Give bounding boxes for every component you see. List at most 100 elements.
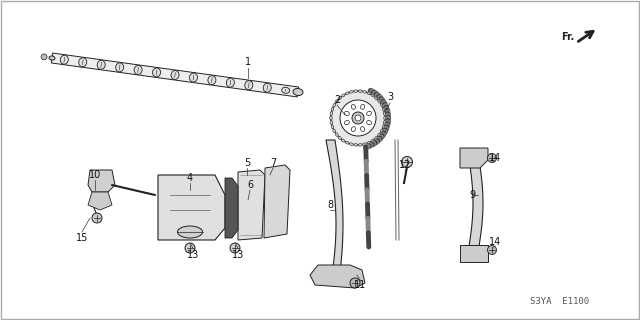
Ellipse shape <box>363 143 367 146</box>
Polygon shape <box>468 153 483 253</box>
Ellipse shape <box>263 83 271 92</box>
Polygon shape <box>88 170 115 192</box>
Ellipse shape <box>152 68 161 77</box>
Ellipse shape <box>331 107 334 111</box>
Ellipse shape <box>227 78 234 87</box>
Ellipse shape <box>383 120 386 124</box>
Ellipse shape <box>333 129 336 133</box>
Ellipse shape <box>367 141 371 144</box>
Circle shape <box>92 213 102 223</box>
Polygon shape <box>158 175 225 240</box>
Ellipse shape <box>116 63 124 72</box>
Ellipse shape <box>344 111 349 116</box>
Circle shape <box>401 156 413 167</box>
Ellipse shape <box>380 129 383 133</box>
Ellipse shape <box>338 97 341 100</box>
Ellipse shape <box>171 70 179 79</box>
Text: 8: 8 <box>327 200 333 210</box>
Polygon shape <box>460 148 488 168</box>
Text: 14: 14 <box>489 153 501 163</box>
Ellipse shape <box>345 141 349 144</box>
Text: 10: 10 <box>89 170 101 180</box>
Ellipse shape <box>374 136 378 140</box>
Ellipse shape <box>341 139 345 142</box>
Ellipse shape <box>382 107 385 111</box>
Circle shape <box>352 112 364 124</box>
Text: 3: 3 <box>387 92 393 102</box>
Circle shape <box>340 100 376 136</box>
Ellipse shape <box>282 87 290 93</box>
Polygon shape <box>460 245 488 262</box>
Circle shape <box>185 243 195 253</box>
Ellipse shape <box>354 90 358 92</box>
Polygon shape <box>225 178 238 238</box>
Text: 6: 6 <box>247 180 253 190</box>
Ellipse shape <box>293 88 303 96</box>
Ellipse shape <box>371 94 374 97</box>
Circle shape <box>355 115 361 121</box>
Ellipse shape <box>358 144 362 146</box>
Ellipse shape <box>351 127 355 132</box>
Ellipse shape <box>49 56 55 60</box>
Ellipse shape <box>338 136 341 140</box>
Text: 13: 13 <box>187 250 199 260</box>
Ellipse shape <box>330 116 332 120</box>
Ellipse shape <box>335 133 339 136</box>
Ellipse shape <box>383 112 386 116</box>
Ellipse shape <box>384 116 387 120</box>
Ellipse shape <box>208 76 216 84</box>
Circle shape <box>41 54 47 60</box>
Ellipse shape <box>363 91 367 93</box>
Text: 12: 12 <box>399 160 411 170</box>
Text: S3YA  E1100: S3YA E1100 <box>530 298 589 307</box>
Ellipse shape <box>79 58 87 67</box>
Polygon shape <box>326 140 343 275</box>
Ellipse shape <box>367 111 371 116</box>
Ellipse shape <box>349 91 353 93</box>
Ellipse shape <box>367 121 371 125</box>
Circle shape <box>230 243 240 253</box>
Ellipse shape <box>189 73 198 82</box>
Circle shape <box>331 91 385 145</box>
Text: 1: 1 <box>245 57 251 67</box>
Circle shape <box>488 154 497 163</box>
Ellipse shape <box>244 81 253 90</box>
Ellipse shape <box>367 92 371 95</box>
Text: 5: 5 <box>244 158 250 168</box>
Ellipse shape <box>134 65 142 74</box>
Text: 11: 11 <box>354 280 366 290</box>
Ellipse shape <box>382 125 385 129</box>
Ellipse shape <box>344 121 349 125</box>
Ellipse shape <box>378 100 381 103</box>
Ellipse shape <box>378 133 381 136</box>
Ellipse shape <box>358 90 362 92</box>
Circle shape <box>488 245 497 254</box>
Ellipse shape <box>360 105 365 109</box>
Ellipse shape <box>331 125 334 129</box>
Ellipse shape <box>177 226 202 238</box>
Text: 13: 13 <box>232 250 244 260</box>
Polygon shape <box>51 53 299 97</box>
Text: 2: 2 <box>334 95 340 105</box>
Text: 4: 4 <box>187 173 193 183</box>
Ellipse shape <box>354 144 358 146</box>
Circle shape <box>350 278 360 288</box>
Text: 14: 14 <box>489 237 501 247</box>
Polygon shape <box>264 165 290 238</box>
Ellipse shape <box>349 143 353 146</box>
Ellipse shape <box>351 105 355 109</box>
Text: 7: 7 <box>270 158 276 168</box>
Polygon shape <box>88 192 112 210</box>
Ellipse shape <box>333 103 336 107</box>
Text: 15: 15 <box>76 233 88 243</box>
Text: 9: 9 <box>469 190 475 200</box>
Ellipse shape <box>371 139 374 142</box>
Ellipse shape <box>97 60 105 69</box>
Ellipse shape <box>345 92 349 95</box>
Ellipse shape <box>60 55 68 64</box>
Ellipse shape <box>335 100 339 103</box>
Ellipse shape <box>380 103 383 107</box>
Ellipse shape <box>341 94 345 97</box>
Polygon shape <box>310 265 365 288</box>
Ellipse shape <box>330 112 333 116</box>
